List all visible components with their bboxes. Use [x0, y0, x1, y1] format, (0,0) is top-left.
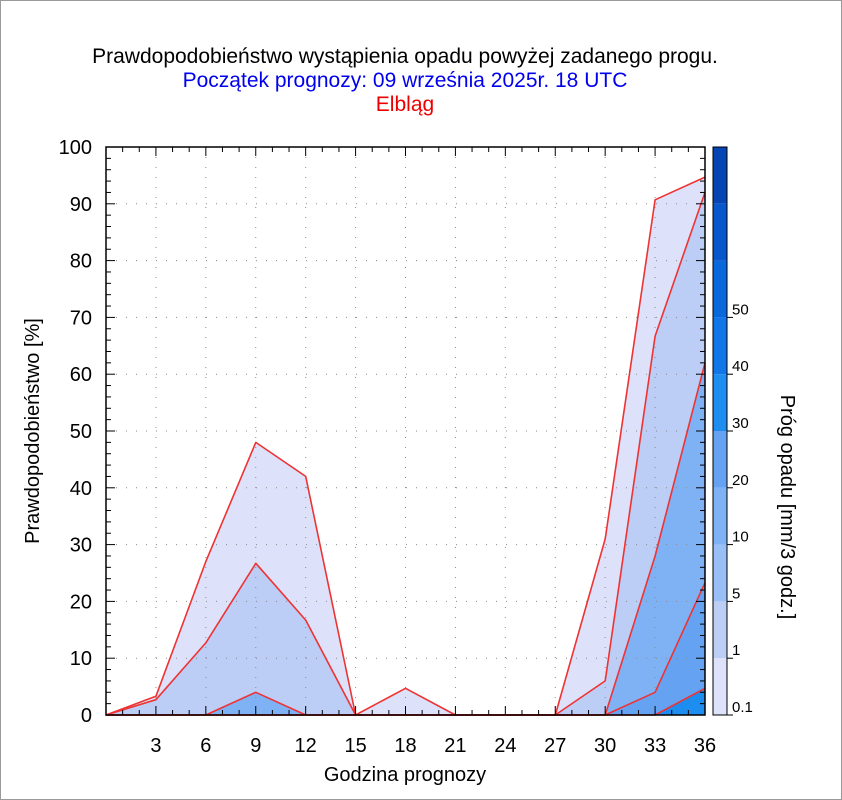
x-tick-label: 18	[394, 735, 416, 757]
colorbar-tick-label: 40	[732, 358, 749, 375]
y-tick-label: 30	[70, 535, 92, 557]
y-tick-label: 60	[70, 364, 92, 386]
colorbar-band	[713, 431, 727, 488]
chart-location: Elbląg	[376, 93, 434, 116]
colorbar-tick-label: 0.1	[732, 699, 753, 716]
y-tick-label: 20	[70, 591, 92, 613]
colorbar-tick-label: 10	[732, 529, 749, 546]
colorbar-title: Próg opadu [mm/3 godz.]	[776, 395, 798, 620]
chart-title: Prawdopodobieństwo wystąpienia opadu pow…	[92, 45, 718, 68]
x-tick-label: 9	[250, 735, 261, 757]
colorbar-band	[713, 374, 727, 431]
colorbar-band	[713, 487, 727, 545]
x-axis-title: Godzina prognozy	[324, 764, 486, 786]
area-threshold-10	[106, 582, 705, 715]
colorbar: 0.1 1 5 10 20 30 40 50	[712, 146, 753, 716]
colorbar-band	[713, 317, 727, 375]
minor-ticks	[106, 147, 705, 715]
y-tick-label: 50	[70, 421, 92, 443]
colorbar-band	[713, 601, 727, 659]
y-tick-label: 10	[70, 648, 92, 670]
y-tick-label: 40	[70, 478, 92, 500]
x-tick-label: 21	[444, 735, 466, 757]
x-tick-label: 3	[150, 735, 161, 757]
x-tick-label: 33	[644, 735, 666, 757]
x-tick-label: 24	[494, 735, 516, 757]
x-tick-label: 30	[594, 735, 616, 757]
colorbar-tick-label: 5	[732, 585, 740, 602]
area-threshold-5	[106, 362, 705, 715]
colorbar-band	[713, 147, 727, 204]
plot-area: 3 6 9 12 15 18 21 24 27 30 33 36 010203040506070809…	[59, 137, 717, 757]
colorbar-band	[713, 544, 727, 602]
y-tick-label: 70	[70, 307, 92, 329]
colorbar-tick-label: 20	[732, 472, 749, 489]
y-axis-title: Prawdopodobieństwo [%]	[22, 318, 44, 544]
x-tick-label: 27	[544, 735, 566, 757]
y-tick-label: 100	[59, 137, 92, 159]
x-tick-label: 15	[344, 735, 366, 757]
x-tick-label: 6	[200, 735, 211, 757]
area-threshold-1	[106, 192, 705, 715]
y-tick-label: 0	[81, 705, 92, 727]
y-axis-ticks: 0 10 20 30 40 50 60 70 80 90 100	[59, 137, 92, 727]
colorbar-band	[713, 658, 727, 715]
colorbar-tick-label: 1	[732, 642, 740, 659]
line-threshold-0.1	[105, 176, 706, 716]
colorbar-tick-label: 30	[732, 415, 749, 432]
y-tick-label: 80	[70, 251, 92, 273]
colorbar-band	[713, 260, 727, 318]
x-tick-label: 36	[694, 735, 716, 757]
y-tick-label: 90	[70, 194, 92, 216]
colorbar-band	[713, 203, 727, 261]
x-axis-ticks: 3 6 9 12 15 18 21 24 27 30 33 36	[150, 735, 716, 757]
colorbar-tick-label: 50	[732, 301, 749, 318]
x-tick-label: 12	[295, 735, 317, 757]
plot-border	[105, 146, 706, 716]
probability-areas	[106, 177, 705, 716]
chart-subtitle: Początek prognozy: 09 września 2025r. 18…	[183, 69, 628, 92]
